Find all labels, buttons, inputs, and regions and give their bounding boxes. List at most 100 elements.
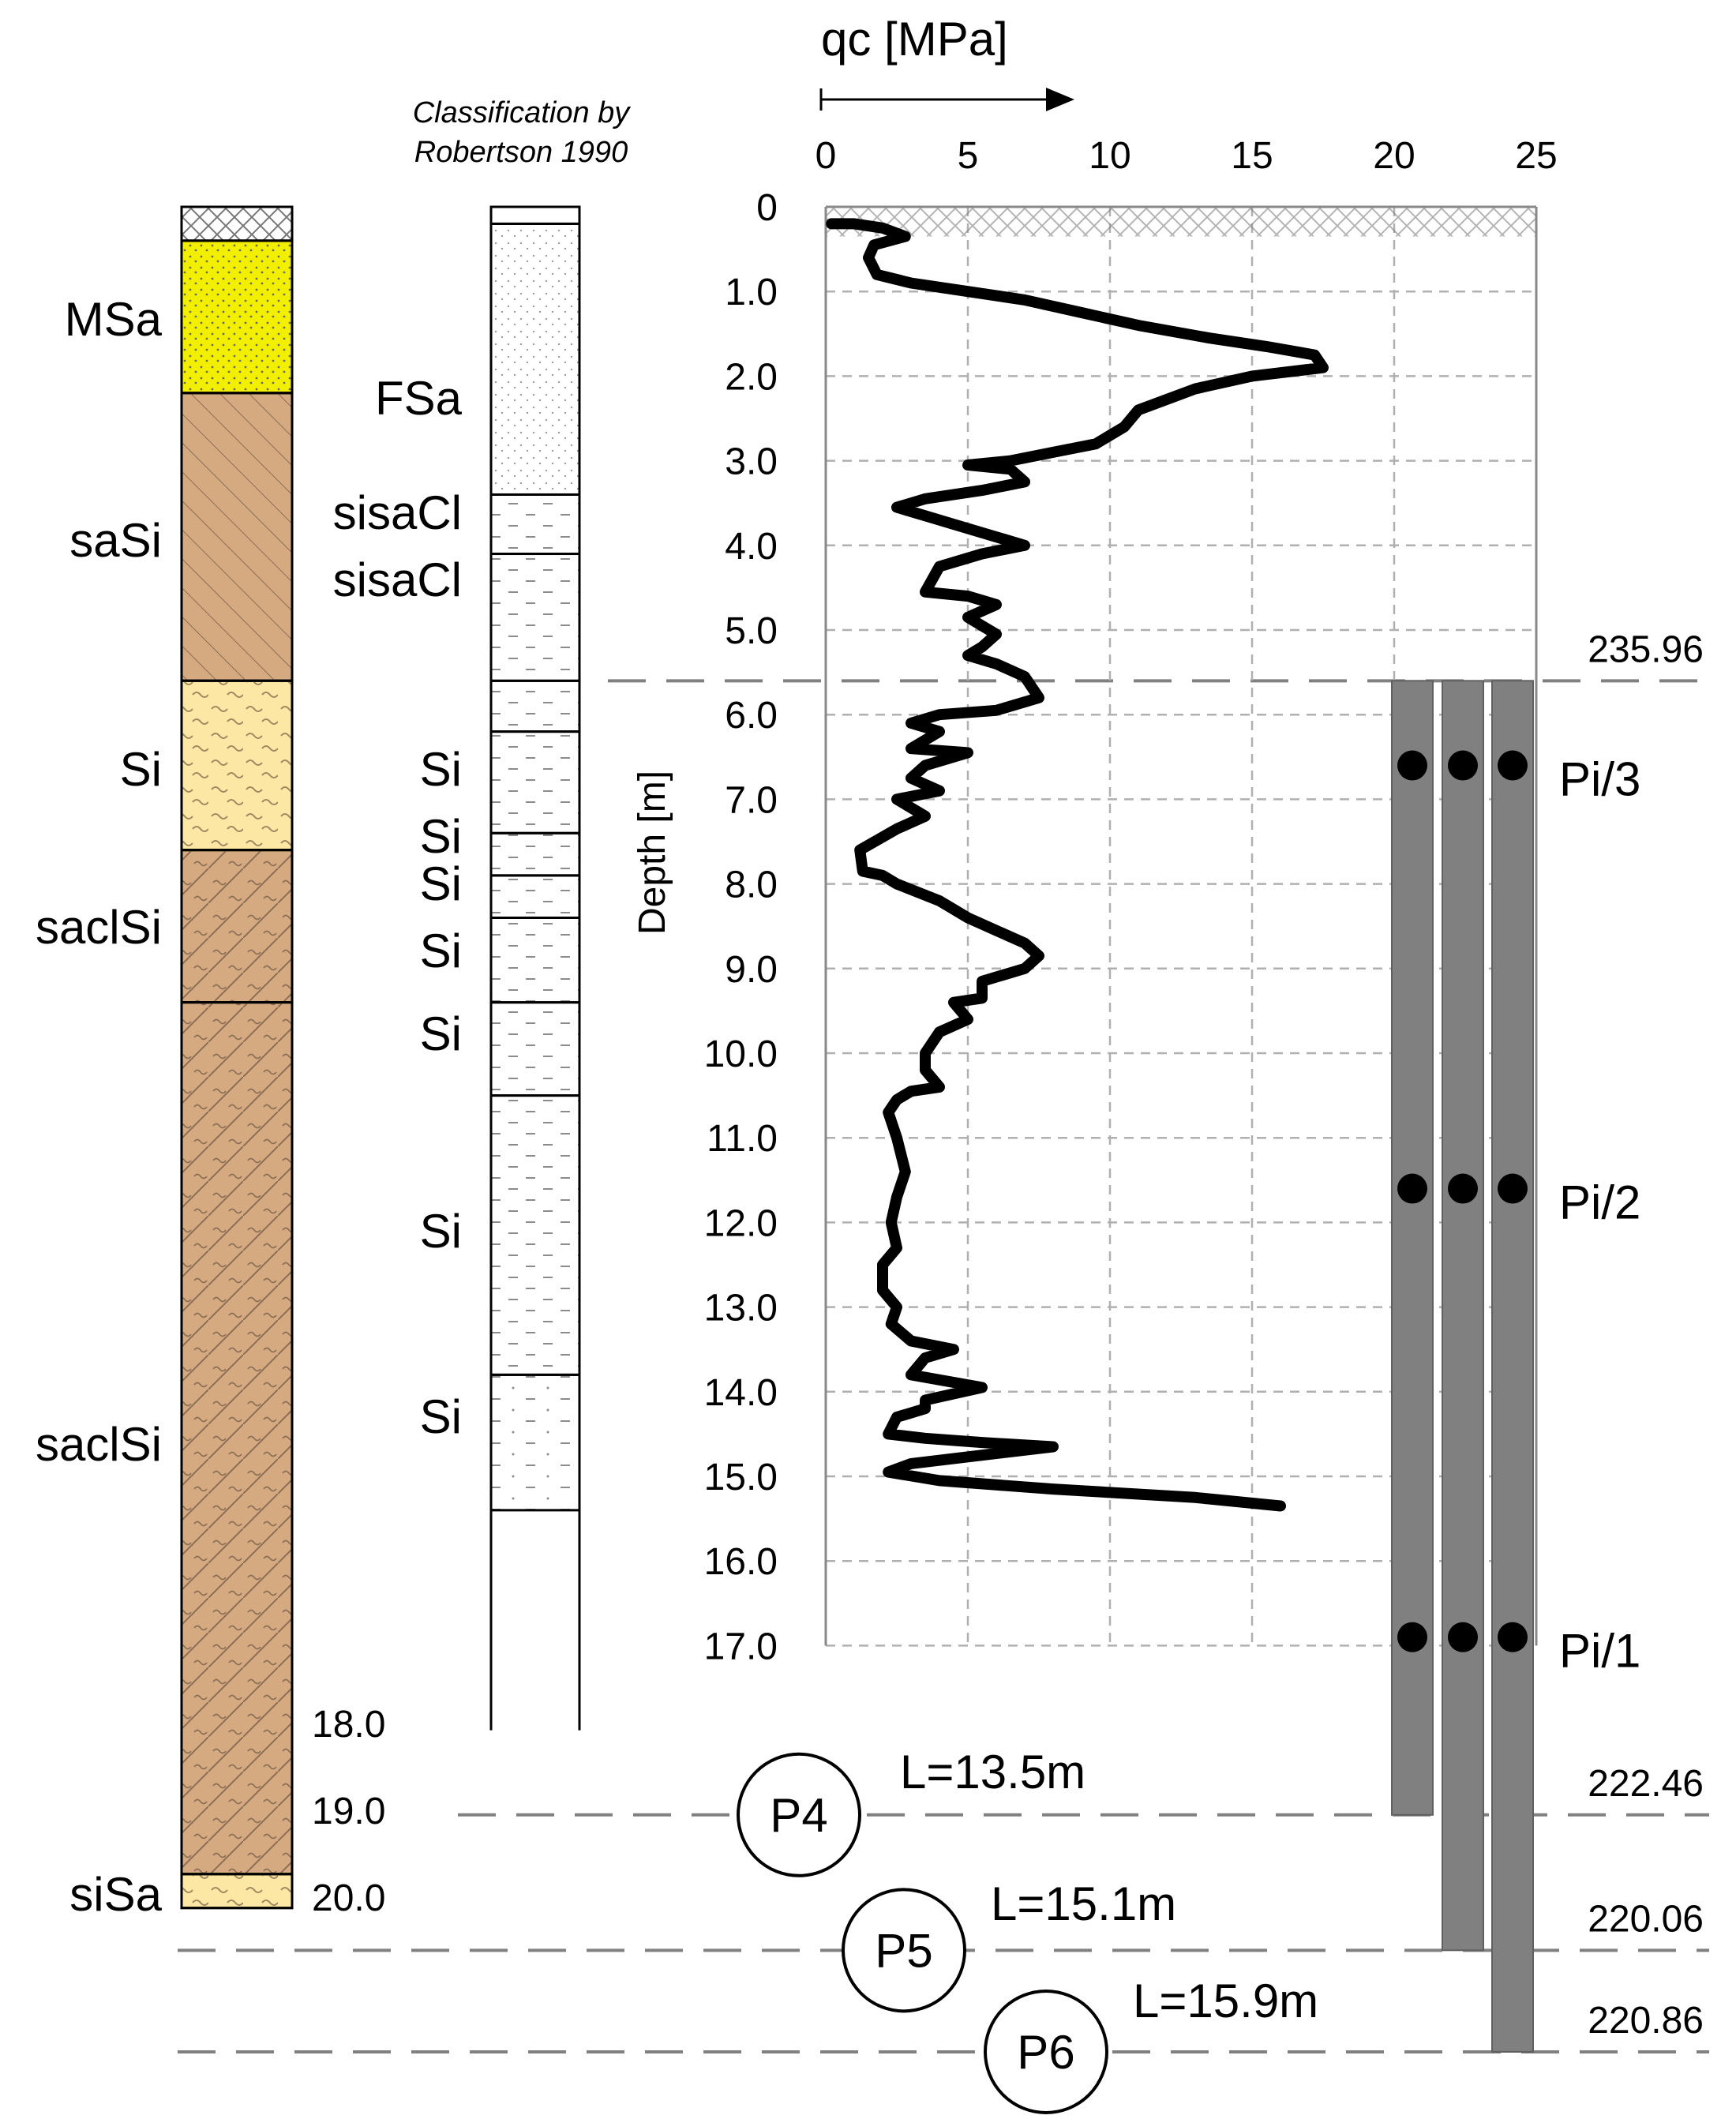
soil-layer-label: Si	[120, 743, 162, 796]
sensor-dot	[1397, 1173, 1427, 1204]
sensor-dot	[1498, 750, 1528, 781]
sensor-dot	[1448, 1173, 1478, 1204]
sensors: Pi/3 Pi/2 Pi/1	[1397, 750, 1640, 1678]
depth-tick-label: 0	[756, 187, 778, 229]
classification-layer	[489, 1094, 581, 1376]
x-tick-label: 10	[1089, 135, 1130, 177]
level-label: 220.86	[1588, 2000, 1704, 2042]
classification-layer	[489, 916, 581, 1004]
pile-length-label: L=15.1m	[991, 1877, 1176, 1930]
cpt-profile-line	[826, 218, 1329, 1512]
piles: P4 L=13.5m P5 L=15.1m P6 L=15.9m	[737, 680, 1534, 2114]
classification-layer	[489, 831, 581, 877]
soil-layer-pattern	[180, 1001, 294, 1876]
classification-title-line1: Classification by	[413, 96, 632, 129]
pile-length-label: L=13.5m	[900, 1746, 1085, 1798]
x-tick-label: 20	[1373, 135, 1415, 177]
depth-tick-label: 12.0	[704, 1202, 778, 1244]
sensor-dot	[1397, 1622, 1427, 1652]
soil-layer-pattern	[180, 239, 294, 395]
classification-layer	[489, 679, 581, 733]
sensor-label: Pi/2	[1559, 1176, 1640, 1229]
depth-axis-title: Depth [m]	[632, 771, 673, 935]
classification-label: sisaCl	[333, 486, 462, 539]
pile-name: P4	[770, 1789, 827, 1842]
soil-layer-label: MSa	[65, 293, 163, 346]
pile-shaft	[1442, 680, 1484, 1952]
depth-tick-label: 5.0	[725, 610, 778, 652]
depth-tick-label: 10.0	[704, 1033, 778, 1075]
depth-tick-label: 7.0	[725, 779, 778, 821]
classification-layer	[489, 874, 581, 919]
soil-layer-pattern	[180, 1873, 294, 1910]
x-tick-label: 25	[1515, 135, 1557, 177]
classification-layer	[489, 222, 581, 496]
ground-surface-hatch	[180, 205, 294, 242]
classification-label: FSa	[375, 372, 463, 425]
depth-tick-label: 6.0	[725, 695, 778, 737]
level-label: 222.46	[1588, 1763, 1704, 1805]
pile-marker-circle	[984, 1989, 1108, 2114]
classification-layer	[489, 1001, 581, 1097]
axis-title: qc [MPa]	[821, 13, 1008, 66]
classification-label: Si	[420, 743, 462, 796]
depth-tick-label: 14.0	[704, 1372, 778, 1414]
classification-label: sisaCl	[333, 553, 462, 606]
soil-layer-pattern	[180, 679, 294, 852]
x-tick-label: 5	[958, 135, 979, 177]
sensor-dot	[1498, 1622, 1528, 1652]
classification-label: Si	[420, 1390, 462, 1443]
pile-name: P6	[1017, 2026, 1074, 2079]
classification-label: Si	[420, 810, 462, 863]
depth-tick-label: 2.0	[725, 356, 778, 398]
soil-column-left: MSa saSi Si saclSi saclSi siSa 18.0 19.0 20.0	[36, 205, 385, 1921]
depth-tick-label: 16.0	[704, 1541, 778, 1583]
column-depth-mark: 20.0	[312, 1877, 385, 1919]
depth-tick-label: 17.0	[704, 1626, 778, 1667]
ground-surface-hatch	[826, 207, 1536, 237]
column-depth-mark: 19.0	[312, 1791, 385, 1832]
pile-marker-circle	[842, 1888, 966, 2013]
x-tick-label: 0	[816, 135, 837, 177]
sensor-dot	[1397, 750, 1427, 781]
pile-length-label: L=15.9m	[1133, 1975, 1318, 2027]
classification-label: Si	[420, 924, 462, 977]
cpt-plot: 0 5 10 15 20 25 0 1.0 2.0 3.0 4.0 5.0 6.0 7.0 8.0 9.0 10…	[704, 135, 1558, 1667]
sensor-dot	[1498, 1173, 1528, 1204]
soil-layer-label: saclSi	[36, 901, 162, 954]
sensor-label: Pi/3	[1559, 753, 1640, 806]
depth-tick-label: 1.0	[725, 272, 778, 313]
level-label: 220.06	[1588, 1898, 1704, 1940]
sensor-label: Pi/1	[1559, 1625, 1640, 1678]
soil-layer-pattern	[180, 849, 294, 1004]
classification-label: Si	[420, 857, 462, 910]
depth-tick-label: 15.0	[704, 1457, 778, 1498]
column-depth-mark: 18.0	[312, 1704, 385, 1746]
classification-layer	[489, 1373, 581, 1512]
depth-tick-label: 3.0	[725, 441, 778, 483]
sensor-dot	[1448, 1622, 1478, 1652]
depth-tick-label: 11.0	[707, 1118, 778, 1160]
level-label: 235.96	[1588, 628, 1704, 670]
classification-label: Si	[420, 1007, 462, 1060]
depth-tick-label: 4.0	[725, 526, 778, 568]
depth-tick-label: 8.0	[725, 864, 778, 906]
pile-name: P5	[875, 1924, 932, 1977]
classification-cap	[489, 205, 581, 225]
x-tick-label: 15	[1231, 135, 1273, 177]
depth-tick-label: 13.0	[704, 1288, 778, 1330]
elevation-levels: 235.96 222.46 220.06 220.86	[178, 628, 1709, 2053]
depth-tick-label: 9.0	[725, 949, 778, 991]
soil-layer-pattern	[180, 392, 294, 682]
soil-layer-label: siSa	[69, 1868, 162, 1921]
soil-layer-label: saSi	[69, 514, 162, 567]
classification-layer	[489, 553, 581, 682]
soil-layer-label: saclSi	[36, 1418, 162, 1471]
sensor-dot	[1448, 750, 1478, 781]
classification-label: Si	[420, 1205, 462, 1258]
classification-title-line2: Robertson 1990	[414, 136, 628, 169]
classification-layer	[489, 730, 581, 834]
pile-shaft	[1491, 680, 1534, 2053]
